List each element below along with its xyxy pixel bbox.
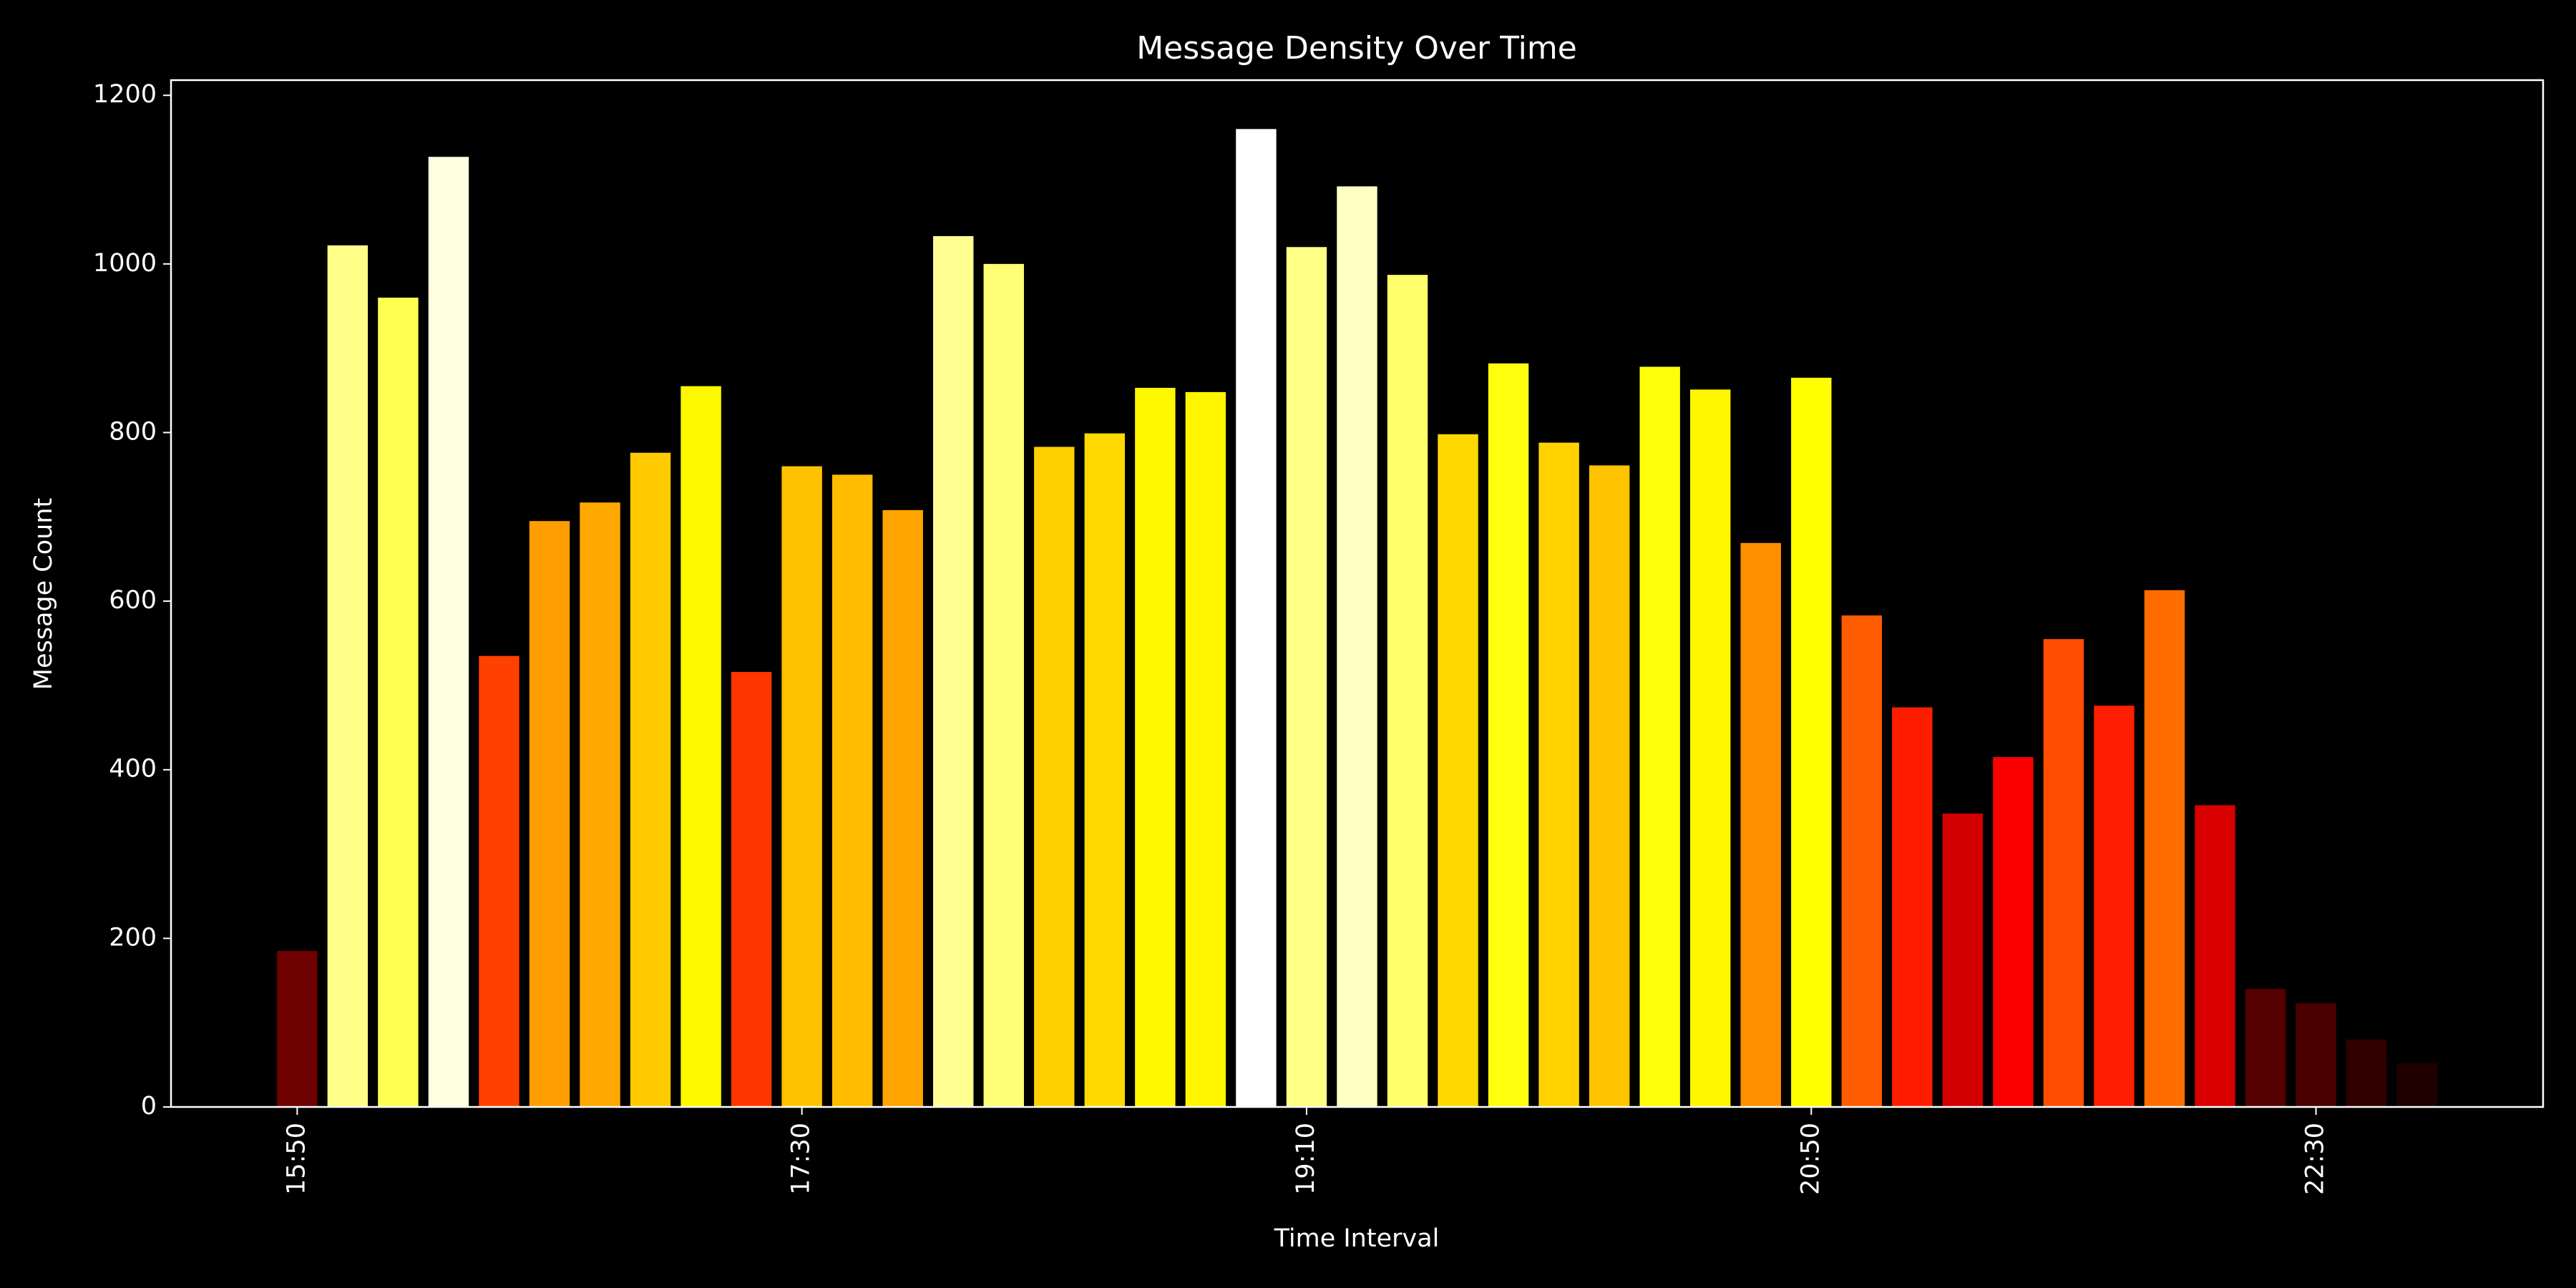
bar (933, 235, 974, 1108)
bar (1690, 389, 1731, 1107)
bar (983, 263, 1024, 1107)
bar (781, 466, 822, 1107)
bar (2296, 1003, 2336, 1107)
bar (1488, 363, 1529, 1107)
x-tick-label: 17:30 (787, 1123, 816, 1195)
bar (2043, 639, 2084, 1107)
bar (1791, 377, 1832, 1107)
bar (1438, 434, 1478, 1107)
bar (1337, 186, 1377, 1108)
y-tick-label: 600 (109, 586, 157, 615)
bar (378, 297, 419, 1107)
bar (831, 474, 873, 1107)
x-tick-label: 19:10 (1292, 1123, 1320, 1195)
y-tick-label: 1200 (93, 80, 157, 109)
bar (1538, 442, 1579, 1107)
y-tick-label: 400 (109, 755, 157, 784)
bar (1084, 433, 1126, 1107)
bar (529, 521, 570, 1107)
bar (428, 157, 469, 1107)
bar (1892, 707, 1933, 1107)
bar (2195, 805, 2235, 1107)
bar (1589, 465, 1630, 1107)
bar (277, 951, 318, 1107)
bar (1387, 275, 1428, 1108)
x-axis-label: Time Interval (1274, 1224, 1440, 1253)
bar (1740, 542, 1781, 1107)
x-tick-label: 15:50 (282, 1123, 311, 1195)
bar (327, 245, 369, 1107)
bar (1942, 814, 1984, 1107)
bar (731, 672, 772, 1107)
bar (1034, 447, 1075, 1107)
x-tick-label: 22:30 (2301, 1123, 2330, 1195)
bar (2346, 1039, 2387, 1107)
y-tick-label: 1000 (93, 249, 157, 278)
bar (1185, 391, 1226, 1107)
bar (1639, 366, 1680, 1107)
bar (1993, 757, 2034, 1107)
x-tick-label: 20:50 (1796, 1123, 1825, 1195)
bar (882, 509, 923, 1107)
bar (630, 452, 671, 1107)
bar (2144, 590, 2185, 1107)
bar (2094, 706, 2135, 1107)
bar (680, 386, 721, 1107)
bar (1135, 388, 1176, 1107)
bar (1236, 129, 1277, 1107)
bar (580, 502, 620, 1107)
plot-frame (170, 79, 2545, 1108)
bar (1841, 615, 1883, 1107)
y-axis-label: Message Count (29, 498, 58, 690)
y-tick-label: 200 (109, 923, 157, 952)
chart-title: Message Density Over Time (1136, 30, 1577, 67)
y-tick-label: 800 (109, 417, 157, 446)
bar (2245, 989, 2286, 1107)
bar (2396, 1063, 2437, 1107)
y-tick-label: 0 (141, 1092, 157, 1121)
bar (1286, 247, 1327, 1107)
bar (479, 655, 519, 1107)
